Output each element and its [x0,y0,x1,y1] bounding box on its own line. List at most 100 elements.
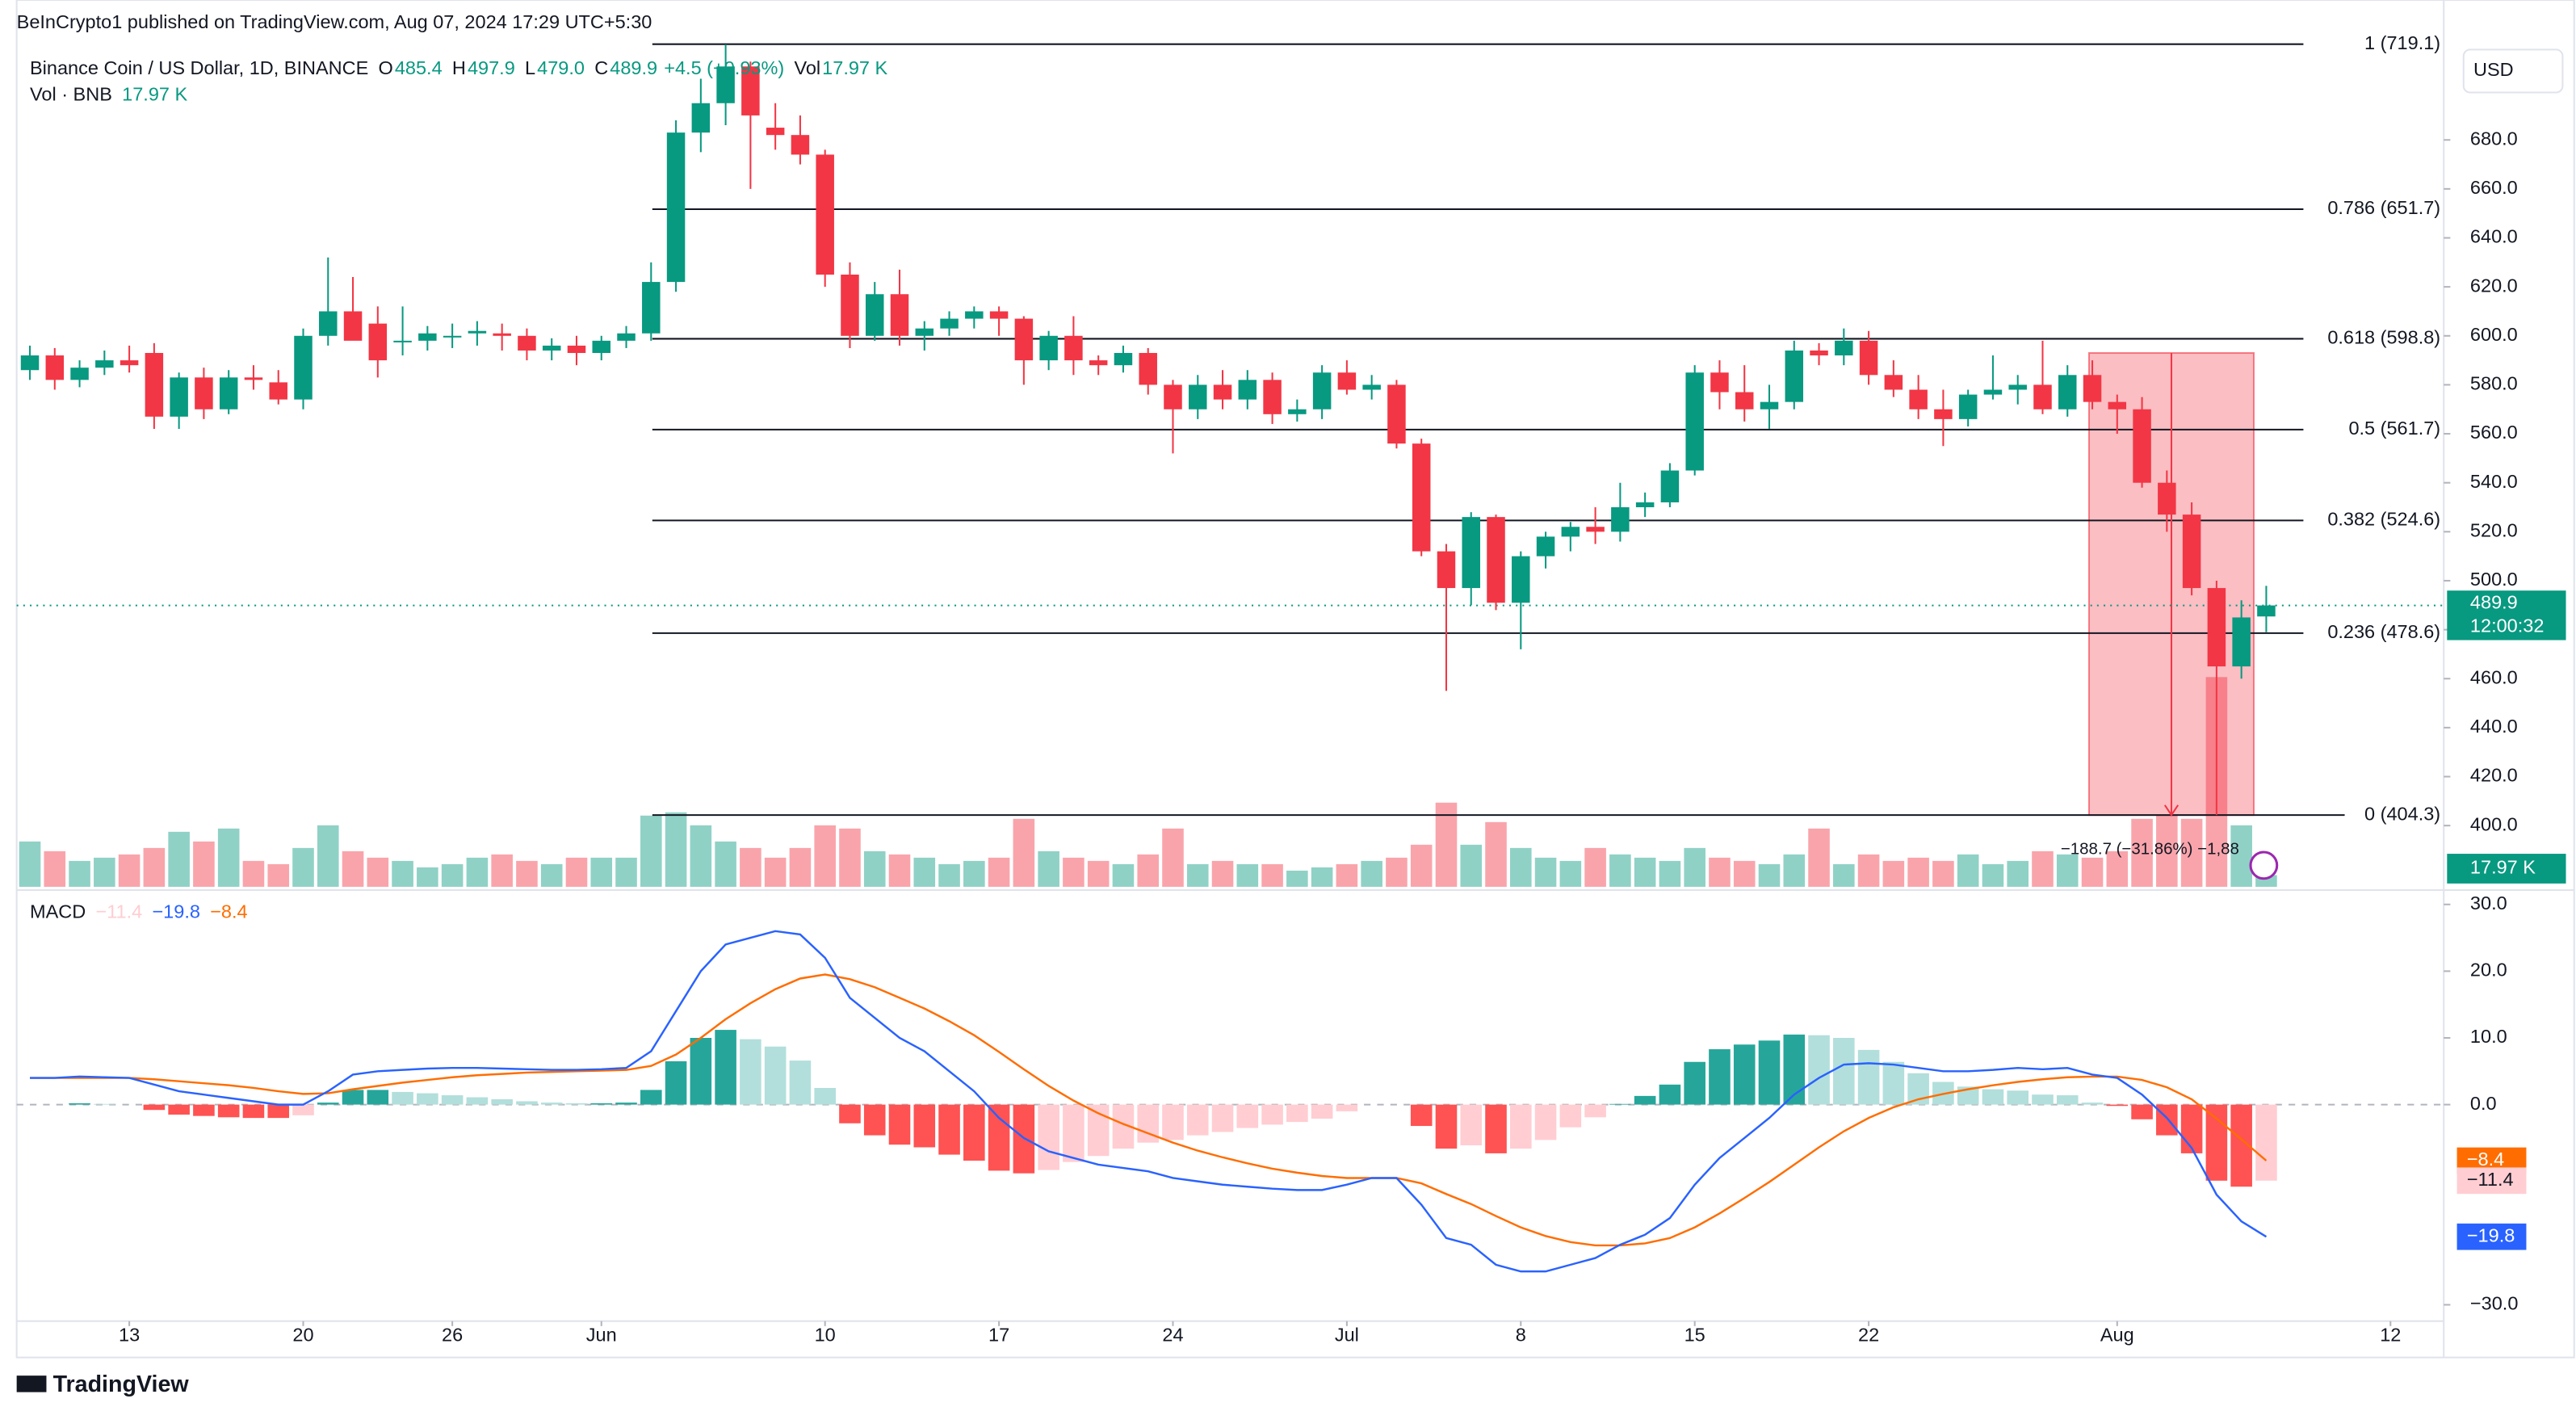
volume-bar [1162,828,1184,887]
candle-body [1089,360,1108,366]
fib-label: 1 (719.1) [2364,32,2440,53]
candle-body [294,335,313,400]
x-tick-label: Aug [2100,1324,2134,1345]
volume-bar [1634,857,1656,887]
macd-hist [1584,1104,1606,1118]
volume-bar [1857,854,1880,887]
candle-body [741,66,760,116]
volume-bar [1013,818,1035,887]
macd-hist [1186,1104,1209,1136]
candle-body [1660,470,1680,502]
candle-body [1139,353,1157,385]
volume-bar [1709,857,1731,887]
candle-body [592,340,610,354]
y-tick-label: 420.0 [2470,765,2518,786]
candle-body [1462,517,1480,589]
y-tick-label: 600.0 [2470,324,2518,345]
candle-body [816,154,834,275]
macd-hist [1758,1040,1781,1105]
volume-bar [2180,818,2203,887]
volume-bar [1783,854,1806,887]
volume-bar [2056,854,2079,887]
volume-bar [193,841,215,887]
currency-button[interactable] [2462,48,2564,94]
volume-bar [1833,863,1855,887]
volume-bar [1336,863,1358,887]
volume-bar [1460,844,1483,887]
volume-bar [615,857,637,887]
macd-hist [764,1046,787,1105]
legend-key: L [525,57,535,78]
volume-bar [665,812,687,887]
signal-line [30,973,2268,1247]
macd-hist [740,1039,761,1105]
candle-body [1213,384,1232,400]
candle-body [1958,394,1978,419]
macd-hist [292,1104,314,1115]
macd-hist [1783,1034,1806,1105]
macd-hist [715,1030,736,1105]
candle-body [1512,556,1530,603]
macd-hist [640,1090,662,1105]
hist-value: −11.4 [95,901,142,922]
candle-body [915,328,934,336]
volume-bar [1584,847,1606,887]
candle-body [2207,588,2226,667]
hist-badge [2456,1167,2527,1195]
volume-bar [2007,860,2029,887]
candle-body [1635,502,1655,508]
candle-body [1561,527,1580,537]
volume-bar [2230,825,2252,887]
macd-hist [94,1103,115,1105]
macd-hist [417,1093,438,1105]
volume-bar [2106,850,2129,887]
volume-bar [839,828,861,887]
volume-bar [242,860,265,887]
macd-hist [1609,1103,1631,1105]
y-tick-label: 560.0 [2470,422,2518,443]
macd-hist [392,1091,413,1105]
macd-hist [839,1104,861,1124]
currency[interactable]: USD [2473,59,2514,80]
candle-body [1909,389,1928,410]
candle-body [2008,384,2027,390]
candle-body [1983,389,2003,395]
volume-bar [2131,818,2153,887]
y-tick-label: −30.0 [2470,1293,2518,1314]
volume-bar [988,857,1010,887]
signal-value: −8.4 [210,901,247,922]
macd-hist [242,1104,265,1119]
candle-body [418,333,437,341]
volume-bar [1286,870,1308,887]
y-tick-label: 680.0 [2470,128,2518,149]
macd-hist [2131,1104,2153,1119]
macd-hist [615,1102,637,1105]
volume-bar [19,841,41,887]
macd-hist [1857,1049,1880,1105]
volume-bar [1957,854,1979,887]
volume-bar [1137,854,1160,887]
volume-bar [2156,815,2178,887]
volume-bar [938,863,960,887]
volume-bar [764,857,787,887]
y-tick-label: 10.0 [2470,1026,2507,1047]
macd-hist [1261,1104,1283,1125]
published: BeInCrypto1 published on TradingView.com… [17,11,652,32]
candle-body [965,311,984,319]
volume-bar [1063,857,1085,887]
x-tick-label: 20 [292,1324,313,1345]
volume-bar [715,841,736,887]
candle-body [1189,384,1207,410]
macd-hist [367,1090,389,1105]
x-tick-label: 22 [1858,1324,1879,1345]
candle-body [1884,375,1903,390]
fib-label: 0.786 (651.7) [2327,197,2440,218]
macd-hist [441,1095,464,1105]
candle-body [120,360,139,366]
x-tick-label: Jun [586,1324,617,1345]
y-tick-label: 520.0 [2470,520,2518,541]
candle-body [642,282,661,334]
y-tick-label: 20.0 [2470,960,2507,981]
volume-bar [565,857,588,887]
